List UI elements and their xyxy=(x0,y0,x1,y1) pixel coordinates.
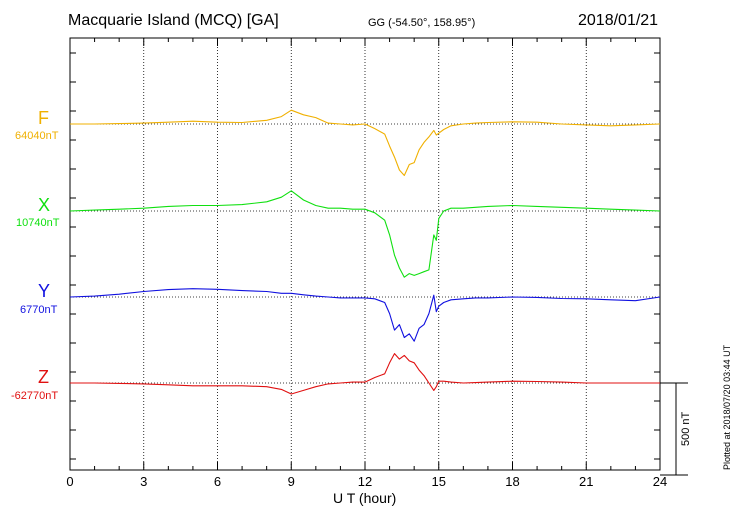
station-coordinates: GG (-54.50°, 158.95°) xyxy=(368,17,476,29)
series-label-y: Y xyxy=(38,281,51,301)
x-tick-label-4: 12 xyxy=(358,474,372,489)
series-baseline-f: 64040nT xyxy=(15,130,59,142)
x-tick-label-3: 9 xyxy=(288,474,295,489)
series-line-x xyxy=(69,190,661,278)
series-label-f: F xyxy=(38,108,49,128)
x-tick-label-2: 6 xyxy=(214,474,221,489)
chart-date: 2018/01/21 xyxy=(578,12,659,29)
x-tick-label-6: 18 xyxy=(505,474,519,489)
chart-title: Macquarie Island (MCQ) [GA] xyxy=(68,12,279,29)
series-line-y xyxy=(69,288,661,342)
x-axis-label: U T (hour) xyxy=(333,490,397,506)
series-line-z xyxy=(70,353,660,395)
x-tick-label-0: 0 xyxy=(66,474,73,489)
plotted-timestamp: Plotted at 2018/07/20 03:44 UT xyxy=(722,344,730,470)
scale-bar-label: 500 nT xyxy=(680,411,692,446)
series-baseline-z: -62770nT xyxy=(11,390,59,402)
x-tick-label-7: 21 xyxy=(579,474,593,489)
series-line-f xyxy=(70,109,661,177)
x-tick-label-8: 24 xyxy=(653,474,667,489)
series-baseline-y: 6770nT xyxy=(20,304,58,316)
x-tick-label-1: 3 xyxy=(140,474,147,489)
series-baseline-x: 10740nT xyxy=(16,217,60,229)
series-label-x: X xyxy=(38,195,51,215)
series-label-z: Z xyxy=(38,367,49,387)
x-tick-label-5: 15 xyxy=(432,474,446,489)
